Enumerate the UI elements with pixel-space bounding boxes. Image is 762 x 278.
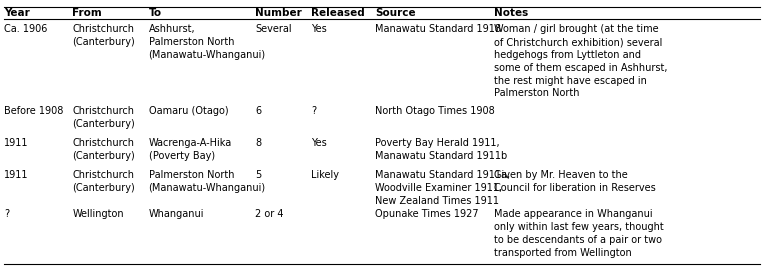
Text: Notes: Notes	[494, 8, 528, 18]
Text: Christchurch
(Canterbury): Christchurch (Canterbury)	[72, 138, 135, 161]
Text: North Otago Times 1908: North Otago Times 1908	[375, 106, 495, 116]
Text: Given by Mr. Heaven to the
Council for liberation in Reserves: Given by Mr. Heaven to the Council for l…	[494, 170, 655, 193]
Text: Yes: Yes	[311, 138, 327, 148]
Text: Wacrenga-A-Hika
(Poverty Bay): Wacrenga-A-Hika (Poverty Bay)	[149, 138, 232, 161]
Text: Christchurch
(Canterbury): Christchurch (Canterbury)	[72, 170, 135, 193]
Text: Poverty Bay Herald 1911,
Manawatu Standard 1911b: Poverty Bay Herald 1911, Manawatu Standa…	[375, 138, 507, 161]
Text: To: To	[149, 8, 162, 18]
Text: 1911: 1911	[4, 170, 28, 180]
Text: Opunake Times 1927: Opunake Times 1927	[375, 209, 479, 219]
Text: From: From	[72, 8, 102, 18]
Text: Number: Number	[255, 8, 302, 18]
Text: Woman / girl brought (at the time
of Christchurch exhibition) several
hedgehogs : Woman / girl brought (at the time of Chr…	[494, 24, 668, 98]
Text: Released: Released	[311, 8, 365, 18]
Text: Ashhurst,
Palmerston North
(Manawatu-Whanganui): Ashhurst, Palmerston North (Manawatu-Wha…	[149, 24, 266, 60]
Text: Year: Year	[4, 8, 30, 18]
Text: Whanganui: Whanganui	[149, 209, 204, 219]
Text: Before 1908: Before 1908	[4, 106, 63, 116]
Text: Palmerston North
(Manawatu-Whanganui): Palmerston North (Manawatu-Whanganui)	[149, 170, 266, 193]
Text: 2 or 4: 2 or 4	[255, 209, 283, 219]
Text: Yes: Yes	[311, 24, 327, 34]
Text: Source: Source	[375, 8, 415, 18]
Text: Several: Several	[255, 24, 292, 34]
Text: 1911: 1911	[4, 138, 28, 148]
Text: 8: 8	[255, 138, 261, 148]
Text: Manawatu Standard 1918: Manawatu Standard 1918	[375, 24, 501, 34]
Text: Made appearance in Whanganui
only within last few years, thought
to be descendan: Made appearance in Whanganui only within…	[494, 209, 664, 258]
Text: ?: ?	[4, 209, 9, 219]
Text: 5: 5	[255, 170, 261, 180]
Text: Manawatu Standard 1911a,
Woodville Examiner 1911,
New Zealand Times 1911: Manawatu Standard 1911a, Woodville Exami…	[375, 170, 510, 206]
Text: Christchurch
(Canterbury): Christchurch (Canterbury)	[72, 24, 135, 47]
Text: Oamaru (Otago): Oamaru (Otago)	[149, 106, 228, 116]
Text: ?: ?	[311, 106, 316, 116]
Text: Christchurch
(Canterbury): Christchurch (Canterbury)	[72, 106, 135, 129]
Text: Wellington: Wellington	[72, 209, 124, 219]
Text: Likely: Likely	[311, 170, 339, 180]
Text: Ca. 1906: Ca. 1906	[4, 24, 47, 34]
Text: 6: 6	[255, 106, 261, 116]
